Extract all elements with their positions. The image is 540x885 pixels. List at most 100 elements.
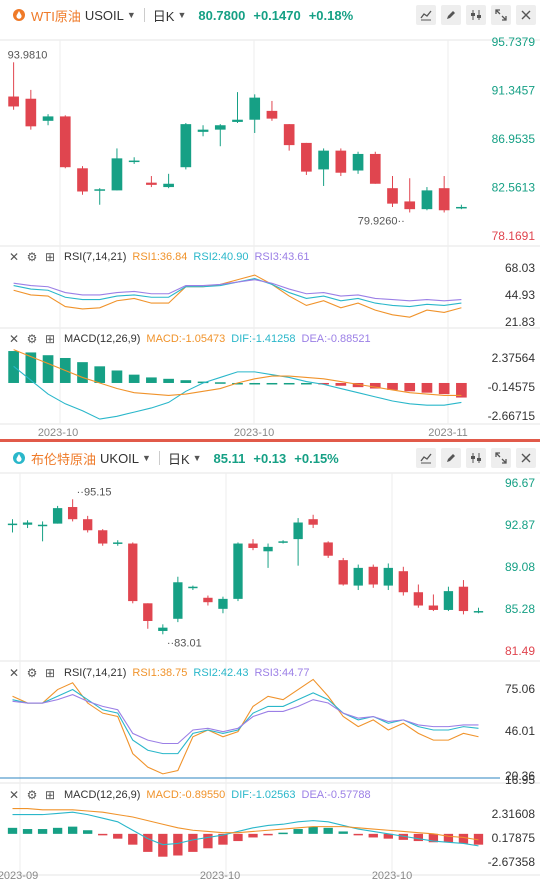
close-icon[interactable]: ✕ xyxy=(8,666,20,680)
macd-bar xyxy=(283,382,295,385)
wti-chart-panel: 95.7379 91.3457 86.9535 82.5613 78.1691 93.98… xyxy=(0,0,540,440)
candle-body xyxy=(278,541,288,543)
add-icon[interactable]: ⊞ xyxy=(44,666,56,680)
macd-bar xyxy=(7,827,18,834)
macd-value: MACD:-0.89550 xyxy=(146,789,226,801)
period-selector[interactable]: 日K xyxy=(167,451,190,467)
macd-axis-label: -2.67358 xyxy=(488,855,536,869)
settings-icon[interactable]: ⚙ xyxy=(26,332,38,346)
period-selector[interactable]: 日K xyxy=(152,8,175,24)
caret-down-icon: ▼ xyxy=(126,10,136,20)
price-axis-label: 82.5613 xyxy=(492,181,536,195)
last-price: 80.7800 xyxy=(198,7,246,23)
macd-bar xyxy=(352,382,364,388)
add-icon[interactable]: ⊞ xyxy=(44,788,56,802)
close-icon[interactable]: ✕ xyxy=(8,788,20,802)
rsi-title: RSI(7,14,21) xyxy=(64,667,127,679)
symbol-selector[interactable]: WTI原油 USOIL ▼ xyxy=(0,6,136,25)
macd-bar xyxy=(335,382,347,386)
candle-body xyxy=(203,597,213,603)
candle-body xyxy=(158,627,168,631)
candle-body xyxy=(387,188,398,204)
candle-body xyxy=(42,116,54,121)
rsi-axis-label: 68.03 xyxy=(505,261,535,275)
candle-body xyxy=(248,543,258,548)
candle-body xyxy=(335,150,347,173)
candle-body xyxy=(428,605,439,610)
chart-type-icon[interactable] xyxy=(416,5,436,25)
wti-chart-canvas[interactable]: 95.7379 91.3457 86.9535 82.5613 78.1691 93.98… xyxy=(0,0,540,440)
expand-icon[interactable] xyxy=(491,5,511,25)
macd-bar xyxy=(338,831,348,834)
candle-body xyxy=(59,116,71,168)
macd-bar xyxy=(248,833,258,838)
close-icon[interactable]: ✕ xyxy=(8,250,20,264)
macd-axis-label: 2.37564 xyxy=(492,351,536,365)
settings-icon[interactable] xyxy=(466,5,486,25)
rsi-legend: ✕ ⚙ ⊞ RSI(7,14,21) RSI1:36.84 RSI2:40.90… xyxy=(0,248,310,266)
candle-body xyxy=(421,190,433,210)
macd-bar xyxy=(438,382,450,395)
rsi2-value: RSI2:40.90 xyxy=(193,251,249,263)
date-label: 2023-09 xyxy=(0,870,38,882)
dif-value: DIF:-1.41258 xyxy=(231,333,296,345)
macd-bar xyxy=(42,355,54,383)
brent-chart-canvas[interactable]: 96.67 92.87 89.08 85.28 81.49 ··95.15 ··83.01 7… xyxy=(0,443,540,885)
settings-icon[interactable]: ⚙ xyxy=(26,788,38,802)
candle-body xyxy=(443,591,454,610)
symbol-name: 布伦特原油 xyxy=(31,451,97,467)
candle-body xyxy=(383,567,393,586)
macd-axis-label: -0.14575 xyxy=(488,380,536,394)
chart-type-icon[interactable] xyxy=(416,448,436,468)
macd-bar xyxy=(173,833,183,856)
candle-body xyxy=(180,124,192,168)
settings-icon[interactable]: ⚙ xyxy=(26,250,38,264)
candle-body xyxy=(456,206,467,209)
macd-bar xyxy=(404,382,416,392)
macd-bar xyxy=(146,377,157,383)
draw-icon[interactable] xyxy=(441,448,461,468)
rsi-title: RSI(7,14,21) xyxy=(64,251,127,263)
macd-bar xyxy=(458,833,469,844)
candle-body xyxy=(293,522,303,540)
close-icon[interactable] xyxy=(516,5,536,25)
macd-bar xyxy=(111,370,123,383)
rsi3-value: RSI3:43.61 xyxy=(254,251,310,263)
oil-drop-icon xyxy=(13,9,25,21)
candle-body xyxy=(263,546,273,552)
candle-body xyxy=(163,183,174,188)
macd-bar xyxy=(301,382,312,385)
candle-body xyxy=(25,98,37,127)
settings-icon[interactable]: ⚙ xyxy=(26,666,38,680)
draw-icon[interactable] xyxy=(441,5,461,25)
expand-icon[interactable] xyxy=(491,448,511,468)
add-icon[interactable]: ⊞ xyxy=(44,250,56,264)
rsi1-line xyxy=(13,274,462,318)
macd-value: MACD:-1.05473 xyxy=(146,333,226,345)
dif-line xyxy=(12,811,479,847)
rsi-axis-label: 21.83 xyxy=(505,315,535,329)
macd-bar xyxy=(456,382,467,398)
date-label: 2023-11 xyxy=(428,427,468,439)
dea-line xyxy=(12,808,479,841)
close-icon[interactable] xyxy=(516,448,536,468)
candle-body xyxy=(214,125,226,130)
candle-body xyxy=(111,158,123,191)
rsi3-line xyxy=(13,279,462,302)
macd-bar xyxy=(188,833,198,852)
symbol-selector[interactable]: 布伦特原油 UKOIL ▼ xyxy=(0,449,151,468)
macd-bar xyxy=(52,827,63,834)
macd-bar xyxy=(369,382,381,389)
brent-header: 布伦特原油 UKOIL ▼ 日K ▼ 85.11 +0.13 +0.15% xyxy=(0,443,540,473)
candle-body xyxy=(368,566,378,585)
add-icon[interactable]: ⊞ xyxy=(44,332,56,346)
candle-body xyxy=(369,153,381,184)
candle-body xyxy=(77,168,88,192)
close-icon[interactable]: ✕ xyxy=(8,332,20,346)
macd-bar xyxy=(98,833,108,836)
macd-bar xyxy=(266,382,278,385)
settings-icon[interactable] xyxy=(466,448,486,468)
candle-body xyxy=(404,201,416,210)
price-axis-label: 81.49 xyxy=(505,644,535,658)
rsi1-line xyxy=(12,678,479,775)
